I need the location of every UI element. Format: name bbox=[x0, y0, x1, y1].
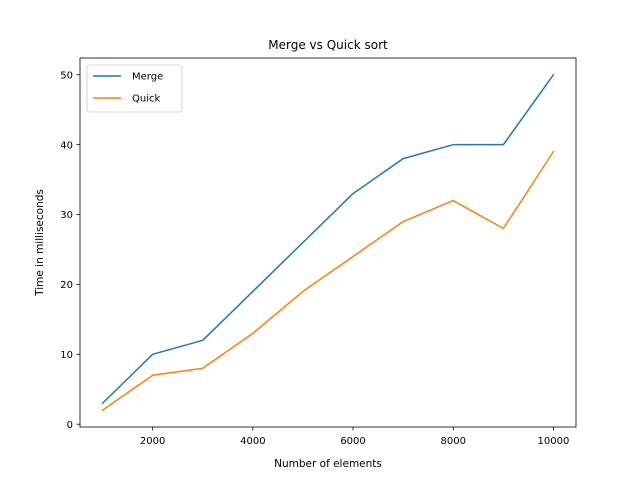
x-tick-label: 2000 bbox=[140, 436, 165, 447]
y-tick-label: 30 bbox=[60, 210, 73, 221]
x-axis-label: Number of elements bbox=[274, 458, 382, 470]
x-axis-ticks: 2000 4000 6000 8000 10000 bbox=[140, 427, 569, 447]
x-tick-label: 8000 bbox=[441, 436, 466, 447]
legend: Merge Quick bbox=[86, 64, 183, 113]
y-tick-label: 0 bbox=[67, 420, 73, 431]
y-tick-label: 40 bbox=[60, 140, 73, 151]
y-tick-label: 10 bbox=[60, 350, 73, 361]
chart-title: Merge vs Quick sort bbox=[268, 38, 388, 52]
x-tick-label: 10000 bbox=[538, 436, 570, 447]
y-tick-label: 20 bbox=[60, 280, 73, 291]
x-tick-label: 6000 bbox=[340, 436, 365, 447]
y-axis-ticks: 0 10 20 30 40 50 bbox=[60, 70, 80, 431]
series-lines bbox=[101, 73, 555, 412]
plot-frame bbox=[79, 57, 577, 428]
y-axis-label: Time in milliseconds bbox=[34, 189, 46, 297]
legend-label-quick: Quick bbox=[132, 94, 160, 105]
legend-label-merge: Merge bbox=[132, 72, 163, 83]
series-line-merge bbox=[101, 73, 555, 405]
series-line-quick bbox=[101, 150, 555, 412]
y-tick-label: 50 bbox=[60, 70, 73, 81]
x-tick-label: 4000 bbox=[240, 436, 265, 447]
